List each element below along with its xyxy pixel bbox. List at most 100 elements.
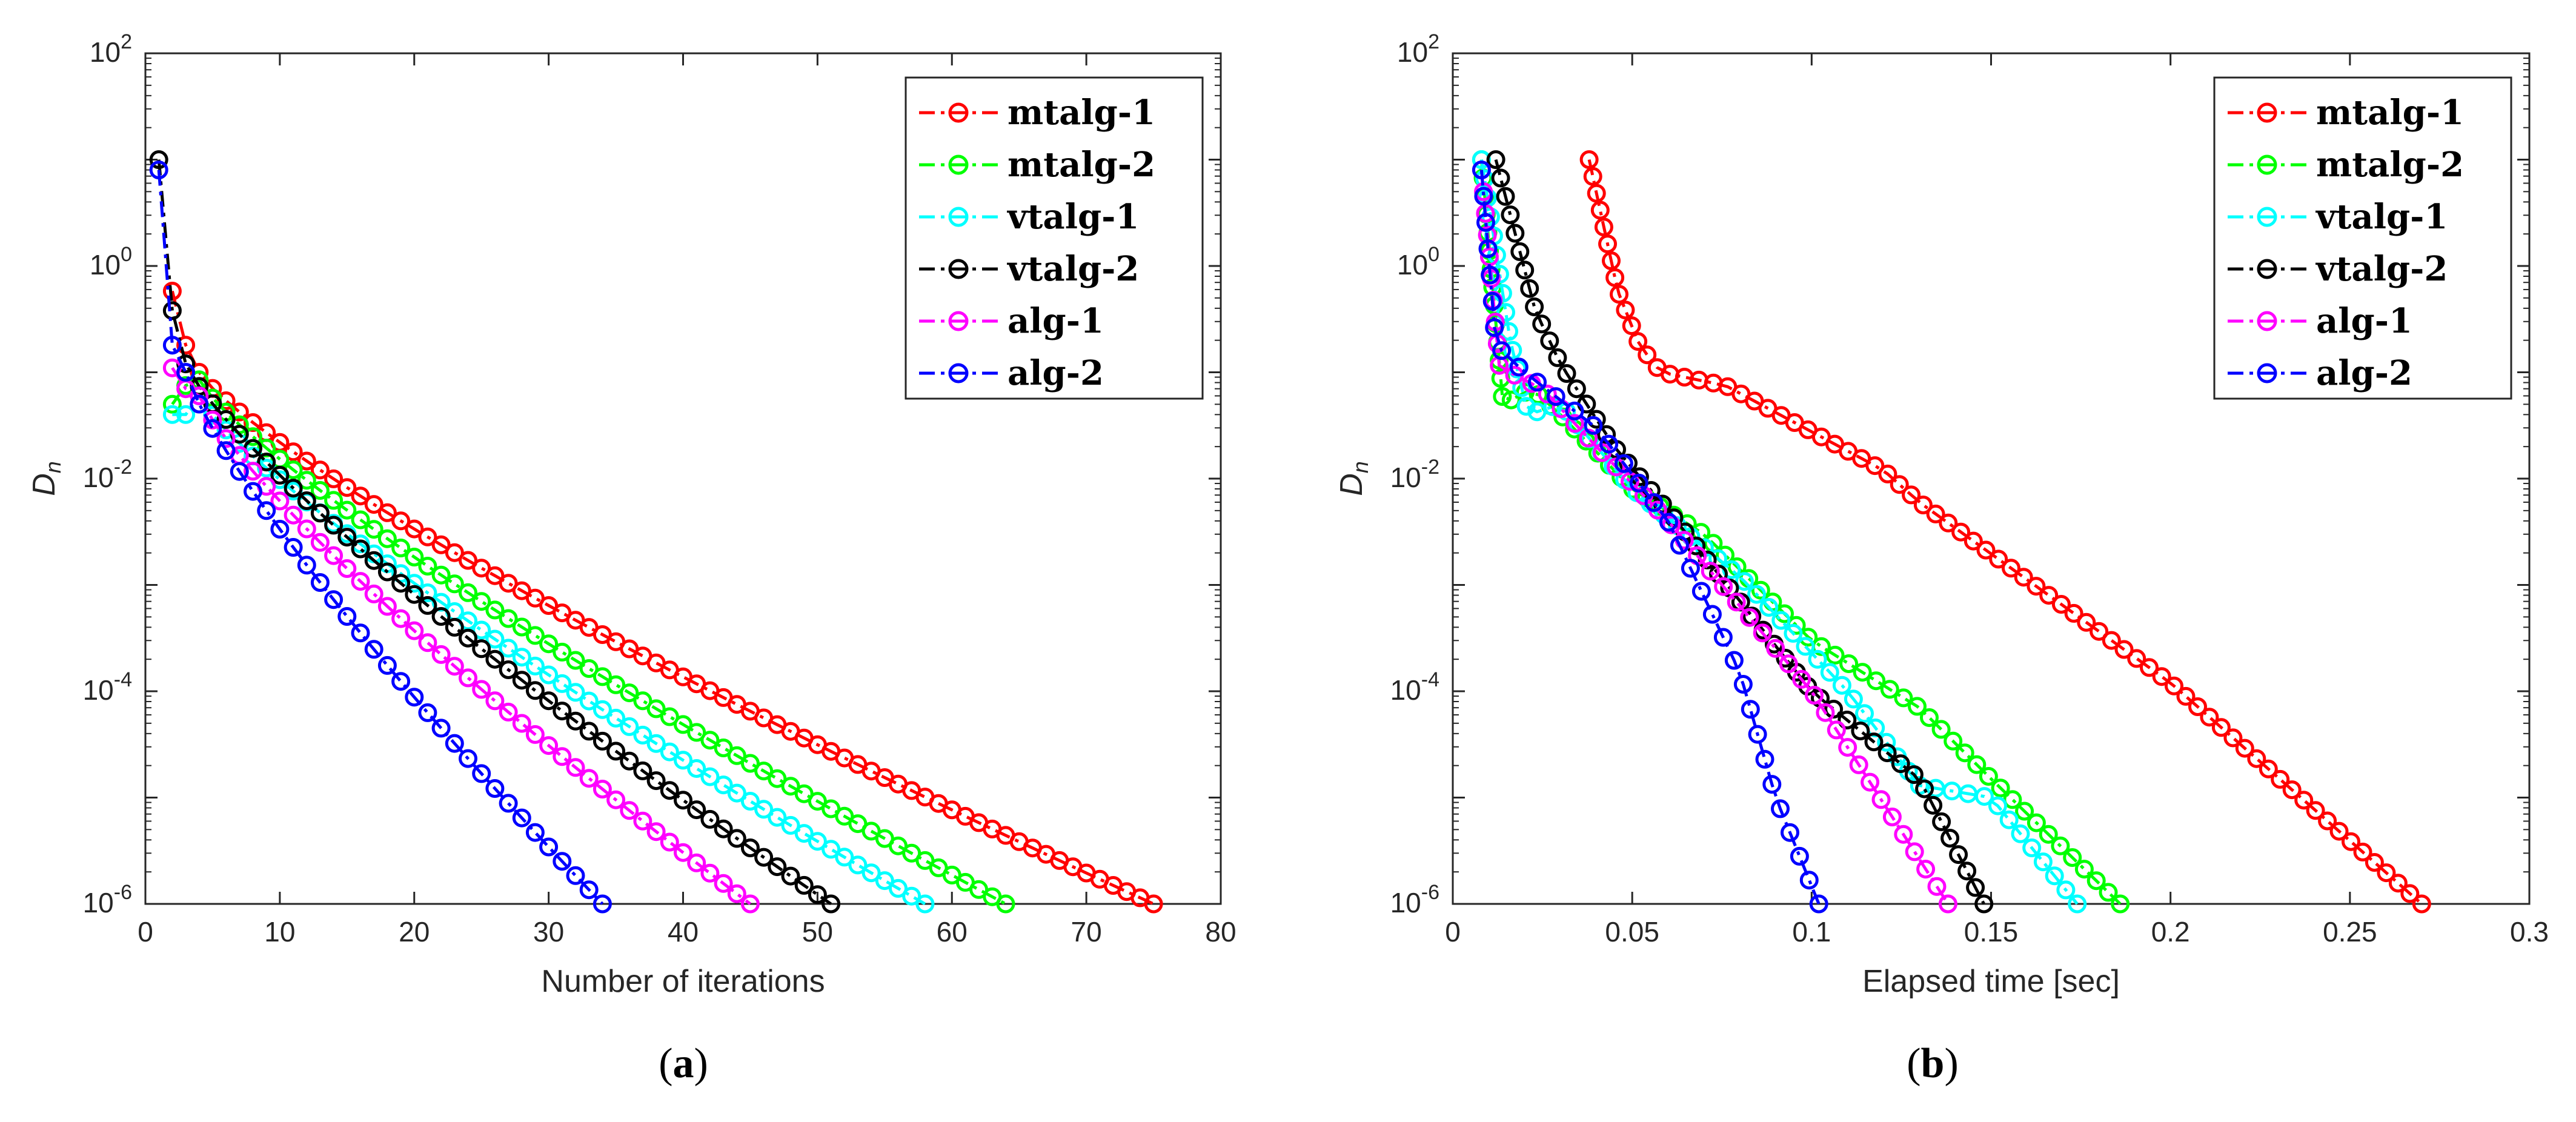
y-axis-label: Dn — [1334, 461, 1373, 496]
data-point — [418, 596, 437, 615]
data-point — [1605, 268, 1625, 287]
y-tick-label: 10-6 — [83, 881, 132, 918]
data-point — [1501, 205, 1520, 225]
data-point — [781, 815, 800, 835]
data-point — [2102, 631, 2121, 650]
data-point — [1662, 515, 1681, 534]
data-point — [1816, 703, 1835, 722]
data-point — [1472, 161, 1491, 179]
data-point — [405, 585, 424, 604]
data-point — [660, 832, 679, 852]
data-point — [1702, 605, 1722, 624]
data-point — [2027, 813, 2046, 832]
data-point — [1949, 845, 1968, 865]
data-point — [176, 336, 196, 355]
data-point — [1751, 580, 1770, 600]
data-point — [485, 629, 505, 649]
data-point — [687, 759, 706, 778]
y-tick-label: 100 — [90, 243, 132, 280]
data-point — [1779, 654, 1798, 674]
data-point — [1851, 722, 1870, 740]
data-point — [1602, 251, 1621, 270]
panel-caption: (b) — [1907, 1040, 1959, 1087]
data-point — [674, 843, 692, 862]
data-point — [2015, 802, 2034, 821]
data-point — [1999, 810, 2019, 829]
data-point — [162, 301, 182, 320]
data-point — [1855, 704, 1874, 723]
y-axis-label: Dn — [27, 461, 65, 496]
data-point — [1877, 743, 1897, 763]
data-point — [1727, 593, 1746, 612]
data-point — [566, 683, 585, 702]
data-point — [553, 852, 572, 871]
y-tick-label: 10-2 — [1390, 456, 1439, 493]
series-mtalg-1 — [1579, 150, 2431, 914]
y-tick-label: 10-2 — [83, 456, 132, 493]
data-point — [2051, 836, 2070, 855]
x-tick-label: 70 — [1071, 916, 1102, 948]
data-point — [566, 711, 585, 731]
data-point — [848, 855, 868, 875]
data-point — [566, 866, 585, 885]
data-point — [606, 675, 626, 694]
data-point — [203, 410, 222, 430]
data-point — [1616, 300, 1635, 320]
data-point — [284, 538, 303, 557]
data-point — [2027, 577, 2046, 596]
data-point — [2318, 811, 2337, 831]
data-point — [2223, 728, 2243, 748]
data-point — [512, 671, 531, 690]
data-point — [1515, 261, 1535, 280]
data-point — [700, 767, 720, 786]
data-point — [472, 620, 491, 640]
x-axis-label: Elapsed time [sec] — [1862, 964, 2120, 999]
data-point — [1890, 475, 1909, 494]
legend-entry-vtalg-2: vtalg-2 — [919, 249, 1139, 289]
x-tick-label: 0.1 — [1792, 916, 1831, 948]
data-point — [700, 731, 720, 750]
data-point — [579, 880, 599, 900]
data-point — [2077, 612, 2096, 632]
data-point — [606, 790, 626, 809]
data-point — [1594, 217, 1613, 237]
data-point — [1670, 536, 1689, 555]
legend: mtalg-1 mtalg-2 vtalg-1 vtalg-2 alg-1 alg-2 — [2213, 76, 2512, 400]
data-point — [324, 469, 344, 488]
data-point — [754, 762, 774, 781]
data-point — [485, 600, 505, 620]
data-point — [2086, 871, 2106, 891]
data-point — [257, 453, 276, 472]
data-point — [593, 780, 612, 798]
data-point — [646, 699, 666, 719]
data-point — [1714, 577, 1733, 596]
data-point — [364, 584, 383, 603]
data-point — [499, 702, 518, 722]
data-point — [1492, 341, 1512, 360]
data-point — [1610, 285, 1628, 304]
data-point — [2014, 568, 2033, 587]
legend-entry-mtalg-1: mtalg-1 — [919, 93, 1155, 133]
data-point — [1904, 765, 1924, 785]
data-point — [176, 363, 196, 382]
data-point — [512, 617, 531, 637]
data-point — [2294, 791, 2314, 810]
data-point — [768, 808, 787, 827]
data-point — [579, 659, 599, 678]
data-point — [1944, 731, 1963, 751]
data-point — [431, 607, 451, 626]
data-point — [324, 516, 344, 535]
data-point — [1832, 676, 1851, 695]
data-point — [714, 819, 733, 838]
data-point — [431, 565, 451, 585]
data-point — [1482, 291, 1502, 311]
data-point — [1991, 778, 2010, 798]
data-point — [1755, 749, 1774, 769]
data-point — [646, 771, 666, 791]
data-point — [835, 848, 854, 867]
data-point — [553, 702, 572, 721]
data-point — [727, 884, 746, 903]
data-point — [539, 691, 559, 711]
data-point — [2365, 853, 2384, 872]
